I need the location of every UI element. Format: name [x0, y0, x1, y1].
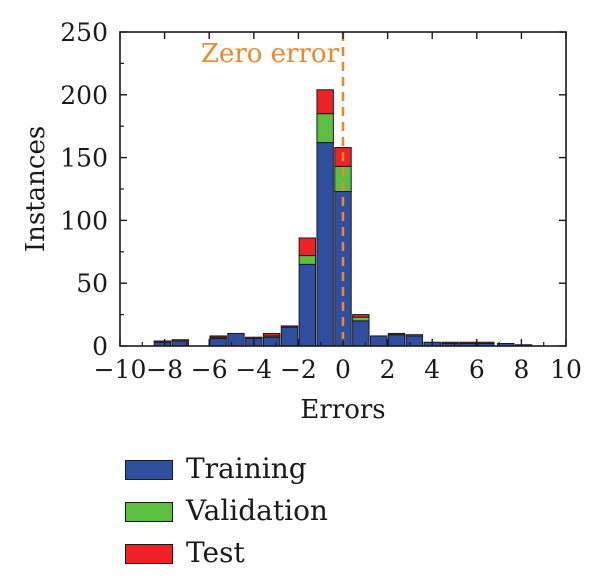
x-tick-label: −8: [146, 355, 183, 384]
bar-training-14: [387, 334, 406, 347]
x-tick-label: −2: [280, 355, 317, 384]
bar-validation-9: [298, 255, 317, 265]
bar-test-17: [441, 341, 459, 344]
x-axis-ticks: −10 −8 −6 −4 −2 0 2 4 6 8 10: [94, 32, 582, 384]
zero-error-label: Zero error: [201, 39, 340, 69]
legend-label-test: Test: [186, 536, 245, 569]
legend-label-training: Training: [186, 452, 307, 485]
y-tick-label: 250: [60, 18, 108, 47]
bar-test-19: [477, 341, 495, 344]
bar-training-12: [352, 320, 370, 347]
legend-label-validation: Validation: [186, 494, 328, 527]
bar-test-2: [171, 339, 189, 342]
bar-training-7: [262, 336, 281, 347]
bar-validation-12: [352, 316, 370, 322]
y-tick-label: 50: [76, 269, 108, 298]
histogram-chart: Zero error −10 −8 −6 −4 −2 0 2 4 6 8 10 0501001502…: [21, 18, 582, 425]
bar-validation-15: [405, 334, 424, 337]
y-tick-label: 200: [60, 81, 108, 110]
bar-test-7: [262, 332, 281, 337]
x-tick-label: 10: [550, 355, 582, 384]
x-tick-label: 0: [335, 355, 351, 384]
x-tick-label: −4: [235, 355, 272, 384]
x-tick-label: 4: [424, 355, 440, 384]
x-tick-label: 6: [469, 355, 485, 384]
y-tick-label: 150: [60, 144, 108, 173]
bar-test-4: [209, 335, 227, 338]
y-axis-ticks: 0 50 100 150 200 250: [60, 18, 566, 361]
bar-test-10: [316, 89, 334, 115]
bar-training-9: [298, 263, 317, 347]
bar-test-1: [153, 340, 172, 343]
bar-test-18: [459, 341, 477, 344]
legend-swatch-test: [125, 544, 173, 564]
bar-training-10: [316, 142, 334, 347]
x-tick-label: −10: [94, 355, 147, 384]
x-axis-label: Errors: [300, 395, 385, 425]
x-tick-label: 8: [513, 355, 529, 384]
bar-training-4: [209, 337, 227, 347]
bars-group: [153, 89, 533, 347]
bar-test-12: [352, 314, 370, 318]
y-tick-label: 0: [92, 332, 108, 361]
bar-test-14: [387, 332, 406, 336]
x-tick-label: −6: [191, 355, 228, 384]
legend-swatch-training: [125, 460, 173, 480]
y-axis-label: Instances: [21, 126, 51, 252]
x-tick-label: 2: [380, 355, 396, 384]
bar-test-9: [298, 237, 317, 257]
y-tick-label: 100: [60, 206, 108, 235]
bar-training-5: [227, 332, 245, 347]
bar-test-6: [245, 336, 263, 339]
bar-validation-10: [316, 113, 334, 144]
legend-swatch-validation: [125, 502, 173, 522]
bar-test-8: [280, 325, 299, 328]
bar-training-8: [280, 326, 299, 347]
bar-training-15: [405, 335, 424, 347]
bar-training-13: [369, 335, 388, 347]
